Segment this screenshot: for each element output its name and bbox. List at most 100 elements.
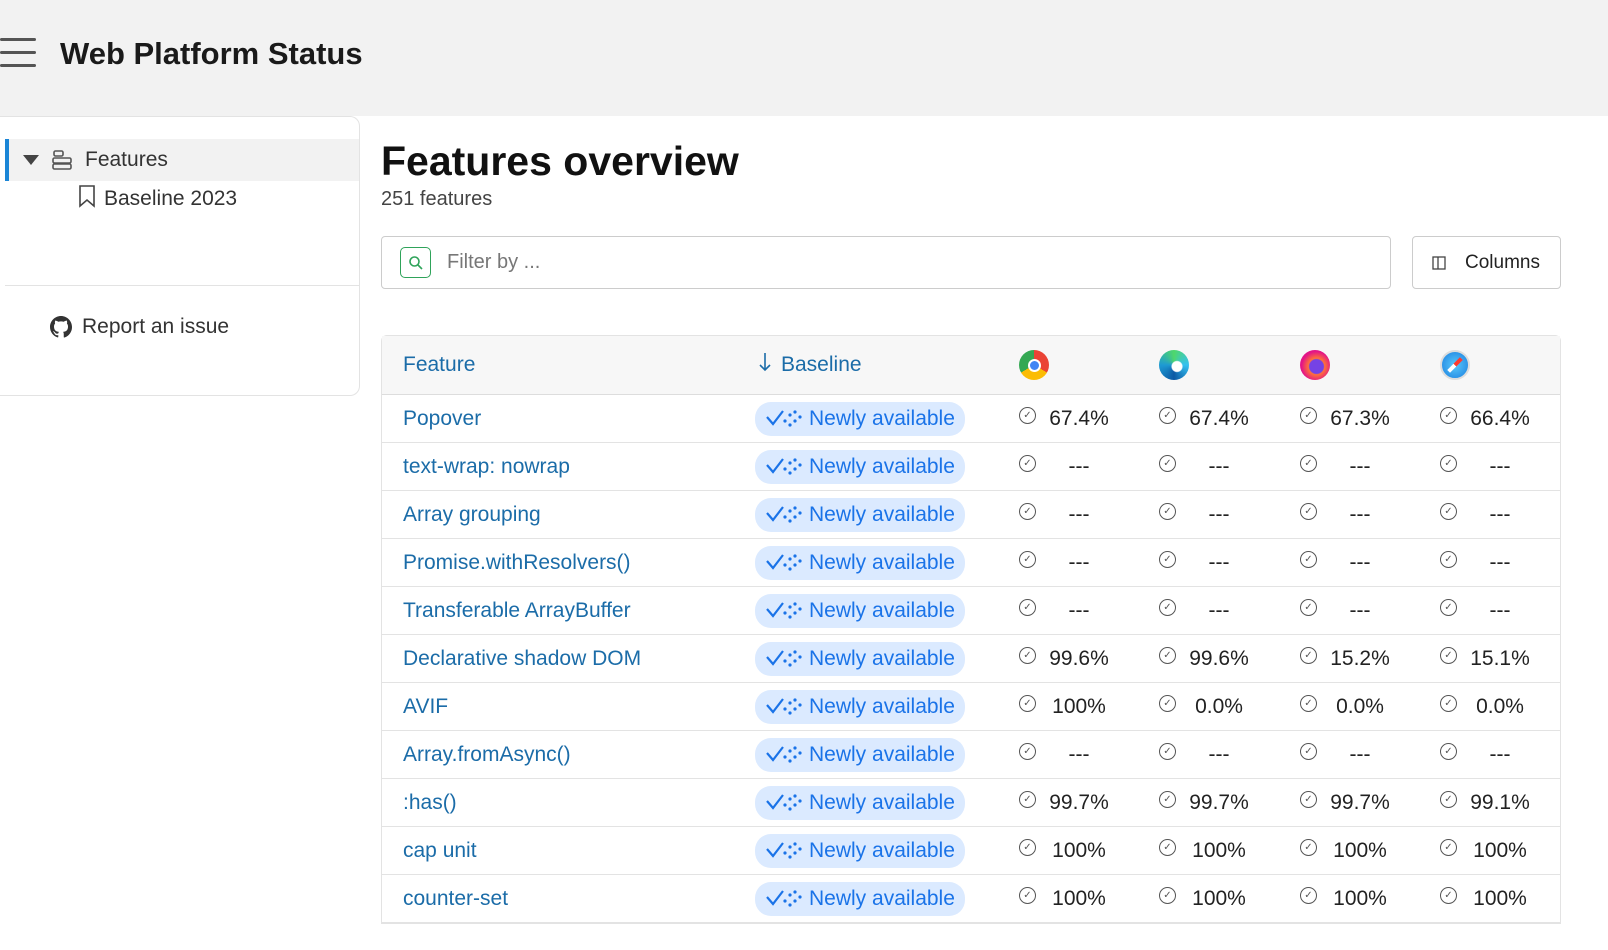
chrome-column-header[interactable]	[1019, 336, 1049, 394]
check-circle-icon: ✓	[1440, 839, 1457, 856]
edge-support-cell: ✓ ---	[1159, 731, 1250, 778]
baseline-cell: Newly available	[755, 827, 965, 874]
firefox-column-header[interactable]	[1300, 336, 1330, 394]
feature-link[interactable]: AVIF	[403, 694, 449, 718]
filter-input[interactable]	[447, 251, 1347, 274]
app-title: Web Platform Status	[60, 36, 363, 71]
baseline-badge[interactable]: Newly available	[755, 641, 965, 676]
baseline-label: Newly available	[809, 790, 955, 814]
table-row: Transferable ArrayBuffer Newly available…	[382, 587, 1560, 635]
chrome-support-cell: ✓ ---	[1019, 491, 1110, 538]
check-circle-icon: ✓	[1440, 455, 1457, 472]
baseline-badge[interactable]: Newly available	[755, 497, 965, 532]
check-circle-icon: ✓	[1019, 551, 1036, 568]
support-percentage: ---	[1349, 454, 1371, 478]
support-percentage: ---	[1349, 502, 1371, 526]
feature-link[interactable]: :has()	[403, 790, 457, 814]
github-icon	[50, 316, 72, 338]
feature-link[interactable]: Popover	[403, 406, 482, 430]
baseline-badge[interactable]: Newly available	[755, 593, 965, 628]
features-table: Feature Baseline Popover Newly available…	[381, 335, 1561, 924]
edge-support-cell: ✓ 100%	[1159, 827, 1250, 874]
caret-down-icon[interactable]	[23, 155, 39, 165]
baseline-badge[interactable]: Newly available	[755, 785, 965, 820]
table-row: cap unit Newly available ✓ 100% ✓ 100% ✓ 100% ✓…	[382, 827, 1560, 875]
check-circle-icon: ✓	[1159, 599, 1176, 616]
feature-link[interactable]: Declarative shadow DOM	[403, 646, 642, 670]
columns-label: Columns	[1465, 251, 1540, 273]
check-circle-icon: ✓	[1159, 791, 1176, 808]
baseline-label: Newly available	[809, 502, 955, 526]
feature-link[interactable]: counter-set	[403, 886, 509, 910]
support-percentage: 0.0%	[1336, 694, 1384, 718]
baseline-cell: Newly available	[755, 779, 965, 826]
sidebar-item-label: Features	[85, 148, 168, 171]
feature-link[interactable]: text-wrap: nowrap	[403, 454, 570, 478]
support-percentage: ---	[1489, 598, 1511, 622]
baseline-label: Newly available	[809, 838, 955, 862]
columns-button[interactable]: Columns	[1412, 236, 1561, 289]
check-circle-icon: ✓	[1440, 647, 1457, 664]
edge-column-header[interactable]	[1159, 336, 1189, 394]
baseline-cell: Newly available	[755, 491, 965, 538]
support-percentage: 100%	[1192, 886, 1246, 910]
baseline-newly-icon	[766, 697, 802, 715]
baseline-cell: Newly available	[755, 539, 965, 586]
baseline-column-header[interactable]: Baseline	[757, 336, 862, 394]
baseline-badge[interactable]: Newly available	[755, 881, 965, 916]
baseline-badge[interactable]: Newly available	[755, 737, 965, 772]
edge-support-cell: ✓ ---	[1159, 587, 1250, 634]
safari-column-header[interactable]	[1440, 336, 1470, 394]
sidebar-divider	[5, 285, 359, 286]
sidebar-item-features[interactable]: Features	[5, 139, 359, 181]
baseline-badge[interactable]: Newly available	[755, 449, 965, 484]
support-percentage: ---	[1489, 454, 1511, 478]
support-percentage: 99.7%	[1189, 790, 1249, 814]
check-circle-icon: ✓	[1159, 455, 1176, 472]
top-bar: Web Platform Status	[0, 0, 1608, 116]
feature-link[interactable]: Array.fromAsync()	[403, 742, 571, 766]
edge-icon	[1159, 350, 1189, 380]
feature-link[interactable]: cap unit	[403, 838, 477, 862]
baseline-header-label: Baseline	[781, 353, 862, 376]
check-circle-icon: ✓	[1019, 887, 1036, 904]
baseline-badge[interactable]: Newly available	[755, 833, 965, 868]
feature-column-header[interactable]: Feature	[403, 353, 476, 376]
chrome-support-cell: ✓ ---	[1019, 587, 1110, 634]
firefox-support-cell: ✓ ---	[1300, 491, 1391, 538]
safari-support-cell: ✓ 0.0%	[1440, 683, 1531, 730]
baseline-badge[interactable]: Newly available	[755, 689, 965, 724]
baseline-newly-icon	[766, 841, 802, 859]
firefox-support-cell: ✓ ---	[1300, 539, 1391, 586]
baseline-label: Newly available	[809, 646, 955, 670]
firefox-support-cell: ✓ 0.0%	[1300, 683, 1391, 730]
check-circle-icon: ✓	[1300, 503, 1317, 520]
report-issue-link[interactable]: Report an issue	[50, 315, 229, 339]
sidebar-item-baseline-2023[interactable]: Baseline 2023	[78, 185, 237, 211]
baseline-cell: Newly available	[755, 635, 965, 682]
baseline-badge[interactable]: Newly available	[755, 401, 965, 436]
menu-icon[interactable]	[0, 38, 36, 68]
support-percentage: ---	[1068, 598, 1090, 622]
support-percentage: ---	[1068, 550, 1090, 574]
baseline-cell: Newly available	[755, 875, 965, 922]
safari-support-cell: ✓ ---	[1440, 443, 1531, 490]
support-percentage: ---	[1489, 550, 1511, 574]
check-circle-icon: ✓	[1159, 647, 1176, 664]
support-percentage: 100%	[1333, 886, 1387, 910]
safari-support-cell: ✓ 100%	[1440, 827, 1531, 874]
support-percentage: ---	[1208, 454, 1230, 478]
baseline-badge[interactable]: Newly available	[755, 545, 965, 580]
baseline-newly-icon	[766, 793, 802, 811]
table-row: AVIF Newly available ✓ 100% ✓ 0.0% ✓ 0.0% ✓ 0.0%	[382, 683, 1560, 731]
check-circle-icon: ✓	[1019, 407, 1036, 424]
feature-link[interactable]: Transferable ArrayBuffer	[403, 598, 631, 622]
edge-support-cell: ✓ 67.4%	[1159, 395, 1250, 442]
chrome-support-cell: ✓ 100%	[1019, 875, 1110, 922]
feature-link[interactable]: Array grouping	[403, 502, 541, 526]
support-percentage: ---	[1208, 742, 1230, 766]
feature-link[interactable]: Promise.withResolvers()	[403, 550, 631, 574]
filter-field[interactable]	[381, 236, 1391, 289]
firefox-support-cell: ✓ 15.2%	[1300, 635, 1391, 682]
support-percentage: 99.6%	[1189, 646, 1249, 670]
